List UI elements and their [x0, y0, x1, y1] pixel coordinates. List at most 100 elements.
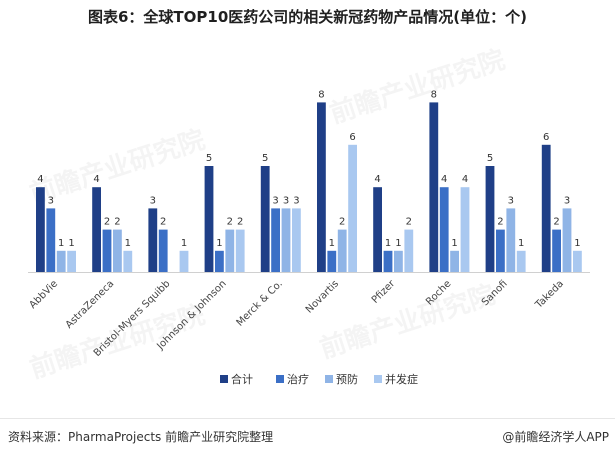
legend-label: 并发症: [385, 372, 418, 386]
bar: [373, 187, 382, 272]
data-label: 1: [451, 238, 457, 249]
data-label: 3: [272, 195, 278, 206]
bar: [573, 250, 582, 272]
brand-note: @前瞻经济学人APP: [502, 430, 609, 444]
watermark-text: 前瞻产业研究院: [326, 44, 509, 130]
bar: [225, 229, 235, 272]
legend-label: 预防: [336, 372, 358, 386]
bar: [439, 187, 449, 272]
bar: [496, 229, 505, 272]
bar: [235, 229, 245, 272]
bar: [460, 187, 470, 272]
legend-swatch: [220, 375, 228, 383]
data-label: 2: [160, 217, 166, 228]
data-label: 1: [518, 238, 524, 249]
legend-swatch: [374, 375, 382, 383]
bar: [204, 166, 214, 272]
tick-label: AstraZeneca: [64, 278, 117, 331]
bar: [552, 229, 561, 272]
bar: [317, 102, 326, 273]
footer-divider: [0, 418, 615, 419]
data-label: 4: [441, 174, 447, 185]
data-label: 2: [339, 217, 345, 228]
bar: [179, 250, 189, 272]
bar: [92, 187, 101, 272]
data-label: 2: [553, 217, 559, 228]
bar: [516, 250, 526, 272]
bar: [383, 250, 393, 272]
tick-label: Merck & Co.: [235, 278, 285, 328]
legend-swatch: [276, 375, 284, 383]
data-label: 1: [385, 238, 391, 249]
data-label: 2: [227, 217, 233, 228]
data-label: 2: [497, 217, 503, 228]
bar: [102, 229, 112, 272]
data-label: 6: [543, 132, 549, 143]
bar: [541, 144, 551, 272]
bar: [450, 250, 459, 272]
bar: [260, 166, 270, 272]
data-label: 3: [48, 195, 54, 206]
tick-label: AbbVie: [28, 278, 61, 311]
data-label: 1: [216, 238, 222, 249]
bar: [485, 166, 495, 272]
bar: [67, 250, 76, 272]
data-label: 3: [283, 195, 289, 206]
bar: [292, 208, 301, 272]
data-label: 3: [508, 195, 514, 206]
data-label: 4: [37, 174, 43, 185]
tick-label: Novartis: [304, 278, 341, 315]
data-label: 8: [431, 89, 437, 100]
data-label: 5: [487, 153, 493, 164]
data-label: 1: [68, 238, 74, 249]
legend-label: 合计: [231, 372, 253, 386]
bar: [113, 229, 122, 272]
data-label: 3: [150, 195, 156, 206]
source-note: 资料来源：PharmaProjects 前瞻产业研究院整理: [8, 430, 274, 444]
data-label: 6: [349, 132, 355, 143]
bar: [36, 187, 45, 272]
data-label: 8: [318, 89, 324, 100]
bar: [123, 250, 133, 272]
bars: [36, 102, 582, 273]
data-label: 1: [125, 238, 131, 249]
bar: [348, 144, 357, 272]
data-label: 2: [406, 217, 412, 228]
data-label: 1: [181, 238, 187, 249]
bar: [148, 208, 158, 272]
data-label: 4: [374, 174, 380, 185]
watermark-text: 前瞻产业研究院: [26, 299, 209, 385]
data-label: 4: [462, 174, 468, 185]
data-label: 5: [262, 153, 268, 164]
legend-swatch: [325, 375, 333, 383]
bar: [215, 250, 224, 272]
bar: [46, 208, 56, 272]
data-label: 1: [395, 238, 401, 249]
bar: [429, 102, 439, 273]
bar: [404, 229, 414, 272]
data-label: 1: [329, 238, 335, 249]
chart-title: 图表6：全球TOP10医药公司的相关新冠药物产品情况(单位：个): [87, 8, 527, 26]
bar: [271, 208, 280, 272]
bar: [562, 208, 572, 272]
bar: [56, 250, 66, 272]
bar: [281, 208, 291, 272]
data-label: 2: [237, 217, 243, 228]
legend-label: 治疗: [287, 372, 309, 386]
bar: [394, 250, 403, 272]
data-label: 4: [93, 174, 99, 185]
data-label: 2: [104, 217, 110, 228]
bar: [158, 229, 168, 272]
legend: 合计 治疗 预防 并发症: [220, 372, 418, 386]
data-label: 2: [114, 217, 120, 228]
bar: [506, 208, 516, 272]
bar: [327, 250, 337, 272]
data-label: 5: [206, 153, 212, 164]
tick-label: Takeda: [533, 278, 566, 311]
watermark-text: 前瞻产业研究院: [316, 279, 499, 365]
tick-label: Pfizer: [370, 278, 398, 306]
bar: [337, 229, 347, 272]
data-label: 1: [574, 238, 580, 249]
